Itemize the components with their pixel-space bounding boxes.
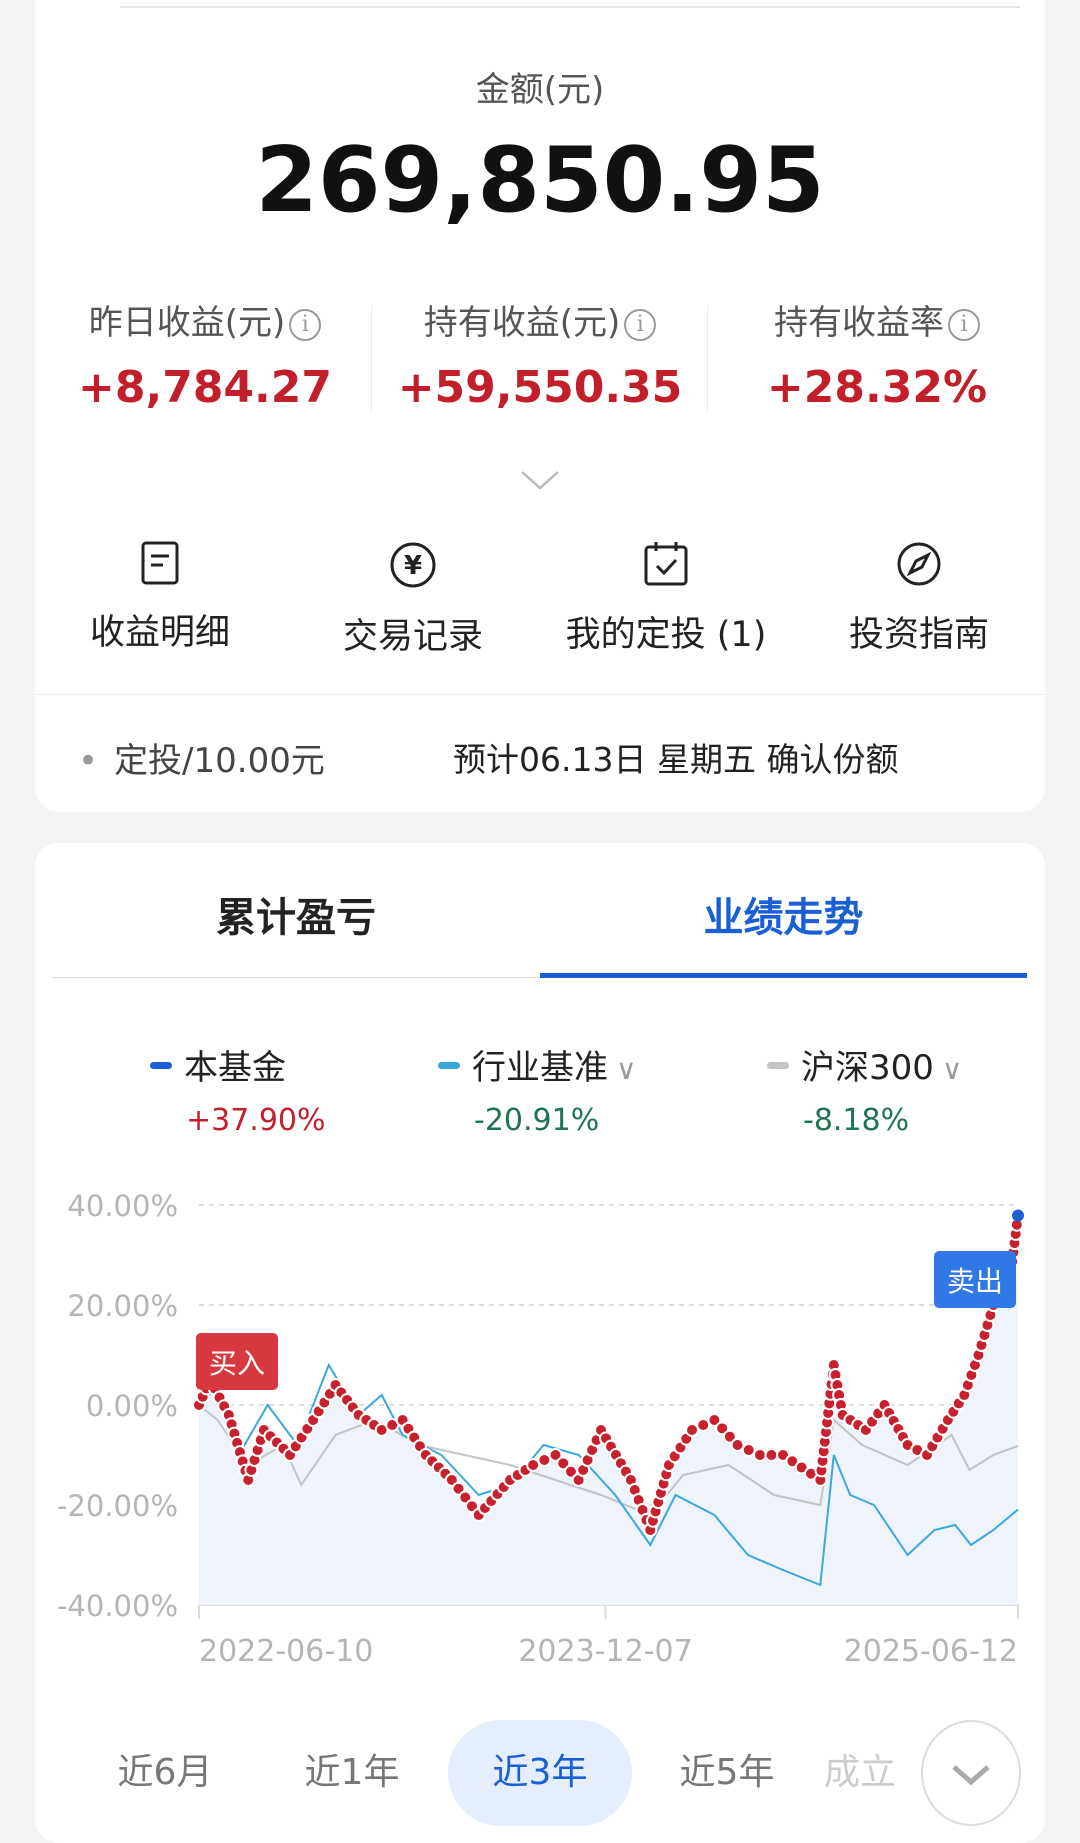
action-auto-invest[interactable]: 我的定投 (1) xyxy=(546,540,786,657)
legend-name: 沪深300 xyxy=(801,1048,934,1088)
legend-csi300[interactable]: 沪深300 ∨ -8.18% xyxy=(767,1040,1067,1138)
calendar-check-icon xyxy=(644,542,688,586)
stat-value: +59,550.35 xyxy=(397,362,683,413)
plan-confirm-date: 预计06.13日 星期五 确认份额 xyxy=(453,740,899,779)
legend-swatch xyxy=(150,1062,172,1069)
trade-dot xyxy=(776,1448,791,1462)
period-6m[interactable]: 近6月 xyxy=(117,1752,213,1793)
period-1y[interactable]: 近1年 xyxy=(304,1752,400,1793)
trade-dot xyxy=(730,1438,745,1452)
divider xyxy=(35,694,1045,695)
sell-marker-label: 卖出 xyxy=(947,1265,1003,1298)
action-label: 我的定投 (1) xyxy=(565,615,767,655)
total-amount: 269,850.95 xyxy=(255,128,825,233)
trade-dot xyxy=(537,1453,552,1467)
compass-icon xyxy=(897,542,941,586)
y-tick-label: -40.00% xyxy=(57,1589,178,1623)
trade-dot xyxy=(794,1460,809,1475)
performance-chart[interactable]: 40.00% 20.00% 0.00% -20.00% -40.00% 2022-06-1… xyxy=(0,1170,1080,1680)
tab-divider xyxy=(52,977,1027,978)
stat-holding-profit: 持有收益(元) i +59,550.35 xyxy=(375,295,705,413)
legend-pct: +37.90% xyxy=(186,1103,326,1138)
trade-dot xyxy=(526,1458,541,1472)
tab-cumulative-profit[interactable]: 累计盈亏 xyxy=(216,895,376,941)
legend-pct: -20.91% xyxy=(474,1103,600,1138)
trade-dot xyxy=(785,1454,800,1469)
period-since-inception[interactable]: 成立 xyxy=(823,1752,896,1793)
trade-dot xyxy=(741,1443,756,1457)
chevron-down-icon[interactable] xyxy=(520,470,560,492)
top-divider xyxy=(120,6,1020,8)
legend-industry-benchmark[interactable]: 行业基准 ∨ -20.91% xyxy=(438,1040,738,1138)
trade-dot xyxy=(715,1421,730,1436)
trade-dot xyxy=(685,1423,700,1437)
info-icon[interactable]: i xyxy=(948,309,980,341)
chevron-down-icon xyxy=(952,1765,990,1786)
stat-value: +8,784.27 xyxy=(78,362,332,413)
period-3y[interactable]: 近3年 xyxy=(448,1720,632,1826)
trade-dot xyxy=(548,1448,563,1462)
amount-label: 金额(元) xyxy=(475,70,605,110)
legend-name: 本基金 xyxy=(184,1048,286,1088)
stat-value: +28.32% xyxy=(766,362,988,413)
legend-pct: -8.18% xyxy=(803,1103,910,1138)
x-tick-label: 2025-06-12 xyxy=(844,1634,1018,1669)
x-tick-label: 2023-12-07 xyxy=(518,1634,692,1669)
sell-marker xyxy=(934,1251,1016,1308)
trade-dot xyxy=(764,1448,779,1462)
series-line-industry xyxy=(198,1362,1019,1587)
action-label: 收益明细 xyxy=(89,613,230,653)
trade-dot xyxy=(752,1448,767,1462)
y-tick-label: -20.00% xyxy=(57,1489,178,1523)
action-investment-guide[interactable]: 投资指南 xyxy=(799,540,1039,657)
chevron-down-icon[interactable]: ∨ xyxy=(941,1053,963,1086)
info-icon[interactable]: i xyxy=(624,309,657,341)
action-label: 交易记录 xyxy=(342,617,483,657)
tab-performance-trend[interactable]: 业绩走势 xyxy=(703,895,864,941)
document-icon xyxy=(141,541,179,585)
auto-invest-plan[interactable]: • 定投/10.00元 xyxy=(78,733,325,782)
fund-area xyxy=(199,1215,1018,1605)
legend-name: 行业基准 xyxy=(472,1048,608,1088)
period-5y[interactable]: 近5年 xyxy=(679,1752,775,1793)
active-tab-indicator xyxy=(540,973,1027,978)
action-transactions[interactable]: ¥ 交易记录 xyxy=(293,540,533,659)
trade-dot xyxy=(556,1456,571,1471)
plan-amount: 定投/10.00元 xyxy=(114,741,325,781)
legend-swatch xyxy=(438,1062,460,1069)
y-tick-label: 20.00% xyxy=(67,1289,178,1323)
series-line-csi300 xyxy=(198,1404,1019,1517)
chevron-down-icon[interactable]: ∨ xyxy=(616,1053,637,1086)
buy-marker xyxy=(196,1333,278,1390)
svg-text:¥: ¥ xyxy=(404,551,422,581)
x-tick-label: 2022-06-10 xyxy=(199,1634,373,1669)
divider xyxy=(371,305,372,413)
y-tick-label: 40.00% xyxy=(67,1189,178,1223)
stat-yesterday-profit: 昨日收益(元) i +8,784.27 xyxy=(40,295,370,413)
legend-fund: 本基金 +37.90% xyxy=(150,1040,450,1138)
divider xyxy=(707,305,708,413)
holding-summary-card xyxy=(35,0,1045,812)
bullet-icon: • xyxy=(78,741,99,781)
y-tick-label: 0.00% xyxy=(86,1389,178,1423)
buy-marker-label: 买入 xyxy=(209,1347,265,1380)
stat-holding-rate: 持有收益率 i +28.32% xyxy=(712,295,1042,413)
stat-label: 持有收益(元) xyxy=(423,303,621,343)
more-periods-button[interactable] xyxy=(921,1720,1021,1826)
stat-label: 昨日收益(元) xyxy=(88,303,286,343)
trade-dot xyxy=(722,1429,737,1444)
action-label: 投资指南 xyxy=(848,615,989,655)
legend-swatch xyxy=(767,1062,789,1069)
fund-end-point xyxy=(1012,1209,1024,1222)
trade-dot xyxy=(707,1413,722,1427)
yuan-circle-icon: ¥ xyxy=(390,542,436,588)
stat-label: 持有收益率 xyxy=(774,303,944,343)
info-icon[interactable]: i xyxy=(289,309,322,341)
action-profit-detail[interactable]: 收益明细 xyxy=(40,540,280,655)
trade-dot xyxy=(696,1418,711,1432)
